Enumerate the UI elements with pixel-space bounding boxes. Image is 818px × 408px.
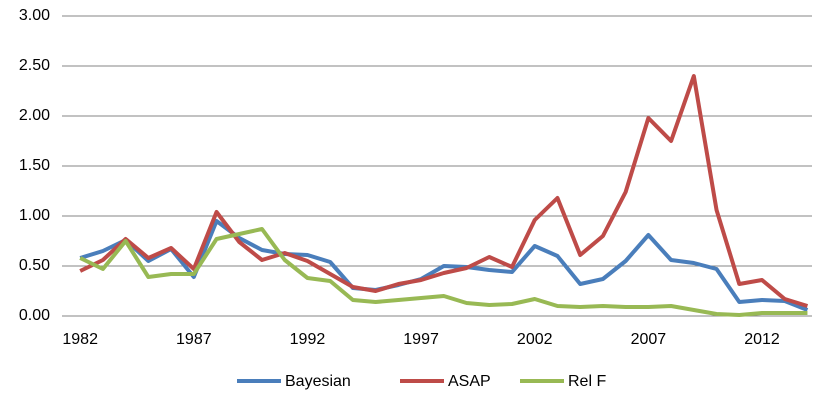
y-tick-label: 1.50 [19, 157, 50, 174]
y-tick-label: 2.50 [19, 57, 50, 74]
legend-label: Bayesian [285, 373, 351, 390]
legend-label: ASAP [448, 373, 491, 390]
legend-label: Rel F [568, 373, 606, 390]
series-line [79, 227, 808, 317]
series-line [79, 219, 809, 312]
x-tick-label: 1997 [403, 331, 439, 348]
x-tick-label: 2002 [517, 331, 553, 348]
y-tick-label: 3.00 [19, 7, 50, 24]
x-tick-label: 1992 [290, 331, 326, 348]
y-tick-label: 1.00 [19, 207, 50, 224]
y-tick-label: 0.00 [19, 307, 50, 324]
x-tick-label: 2007 [631, 331, 667, 348]
y-tick-label: 0.50 [19, 257, 50, 274]
y-tick-label: 2.00 [19, 107, 50, 124]
x-tick-label: 2012 [744, 331, 780, 348]
x-tick-label: 1987 [176, 331, 212, 348]
series-line [79, 74, 809, 308]
x-tick-label: 1982 [62, 331, 98, 348]
